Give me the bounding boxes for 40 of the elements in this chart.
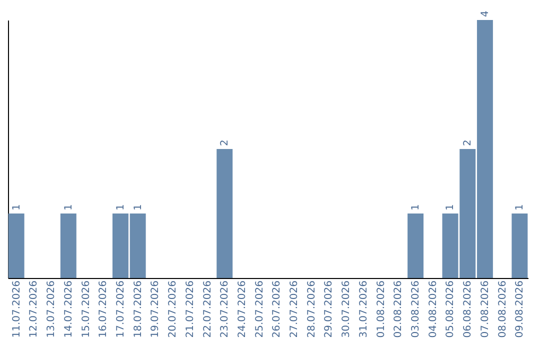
data-label: 1 [132,204,144,210]
x-tick-label: 02.08.2026 [393,280,404,338]
x-tick-label: 04.08.2026 [428,280,439,338]
x-tick-label: 17.07.2026 [115,280,126,338]
x-tick-label: 13.07.2026 [46,280,58,338]
x-tick-label: 28.07.2026 [306,280,318,338]
x-tick-label: 09.08.2026 [514,280,526,338]
x-tick-label: 12.07.2026 [28,280,40,338]
data-label: 1 [11,204,22,210]
x-tick-label: 16.07.2026 [98,280,110,338]
x-tick-label: 27.07.2026 [289,280,300,338]
data-label: 1 [514,204,526,210]
x-tick-label: 06.08.2026 [462,280,474,338]
x-tick-label: 07.08.2026 [480,280,491,338]
data-label: 1 [63,204,74,210]
data-label: 1 [445,204,456,210]
data-label: 1 [115,204,126,210]
x-tick-label: 05.08.2026 [445,280,456,338]
x-tick-label: 31.07.2026 [358,280,370,338]
x-tick-label: 22.07.2026 [202,280,214,338]
x-tick-label: 18.07.2026 [132,280,144,338]
x-tick-label: 03.08.2026 [410,280,422,338]
x-tick-label: 30.07.2026 [341,280,352,338]
data-label: 2 [220,140,231,146]
data-label: 1 [410,204,422,210]
x-tick-label: 24.07.2026 [236,280,248,338]
data-label: 2 [462,140,474,146]
x-tick-label: 21.07.2026 [184,280,196,338]
x-tick-label: 23.07.2026 [220,280,231,338]
x-tick-label: 26.07.2026 [272,280,283,338]
x-tick-label: 01.08.2026 [376,280,387,338]
x-tick-label: 25.07.2026 [254,280,266,338]
x-tick-label: 11.07.2026 [11,280,22,338]
x-tick-label: 08.08.2026 [497,280,508,338]
x-tick-label: 19.07.2026 [150,280,162,338]
x-tick-label: 29.07.2026 [324,280,335,338]
x-tick-label: 15.07.2026 [80,280,92,338]
x-tick-label: 14.07.2026 [63,280,74,338]
data-label: 4 [480,10,491,17]
x-tick-label: 20.07.2026 [168,280,179,338]
